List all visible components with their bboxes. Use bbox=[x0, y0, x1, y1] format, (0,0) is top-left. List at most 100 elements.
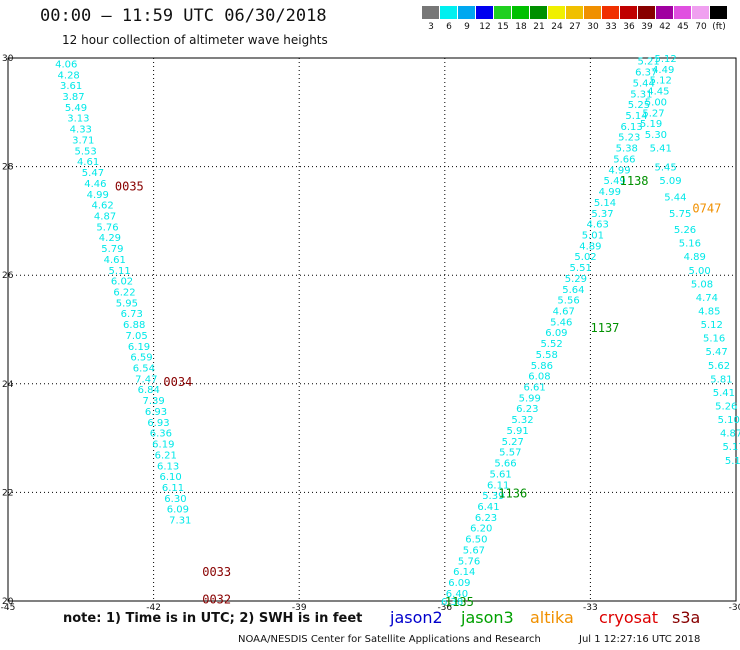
footer-timestamp: Jul 1 12:27:16 UTC 2018 bbox=[579, 634, 701, 645]
wave-height-value: 6.02 bbox=[111, 277, 133, 288]
wave-height-value: 6.37 bbox=[635, 68, 657, 79]
pass-time-label: 1137 bbox=[591, 321, 620, 335]
wave-height-value: 6.21 bbox=[155, 450, 177, 461]
wave-height-value: 5.44 bbox=[633, 78, 655, 89]
x-tick-label: -36 bbox=[437, 603, 452, 613]
wave-height-value: 5.64 bbox=[562, 285, 584, 296]
wave-height-value: 5.19 bbox=[640, 119, 662, 130]
color-scale-label: (ft) bbox=[712, 22, 726, 32]
wave-height-value: 6.93 bbox=[145, 407, 167, 418]
wave-height-value: 5.18 bbox=[725, 456, 740, 467]
legend-altika: altika bbox=[530, 608, 574, 627]
legend-jason3: jason3 bbox=[461, 608, 514, 627]
note-text: note: 1) Time is in UTC; 2) SWH is in fe… bbox=[63, 611, 363, 626]
wave-height-value: 4.87 bbox=[94, 211, 116, 222]
wave-height-value: 5.56 bbox=[557, 296, 579, 307]
wave-height-value: 3.61 bbox=[60, 81, 82, 92]
wave-height-value: 5.12 bbox=[701, 320, 723, 331]
pass-time-label: 0033 bbox=[202, 565, 231, 579]
color-swatch bbox=[548, 6, 565, 19]
wave-height-value: 5.49 bbox=[604, 176, 626, 187]
wave-height-value: 7.05 bbox=[125, 331, 147, 342]
wave-height-value: 5.31 bbox=[630, 89, 652, 100]
wave-height-value: 5.47 bbox=[705, 347, 727, 358]
wave-height-value: 6.50 bbox=[465, 535, 487, 546]
wave-height-value: 5.86 bbox=[531, 361, 553, 372]
wave-height-value: 5.76 bbox=[96, 222, 118, 233]
wave-height-value: 7.31 bbox=[169, 516, 191, 527]
wave-height-value: 4.99 bbox=[608, 165, 630, 176]
wave-height-value: 5.61 bbox=[489, 469, 511, 480]
wave-height-value: 5.49 bbox=[65, 103, 87, 114]
wave-height-value: 4.46 bbox=[84, 179, 106, 190]
wave-height-value: 6.09 bbox=[545, 328, 567, 339]
color-swatch bbox=[476, 6, 493, 19]
wave-height-value: 6.40 bbox=[446, 589, 468, 600]
y-tick-label: 26 bbox=[2, 271, 14, 281]
wave-height-value: 7.39 bbox=[142, 396, 164, 407]
y-tick-label: 28 bbox=[2, 163, 14, 173]
wave-height-value: 6.20 bbox=[470, 524, 492, 535]
wave-height-value: 5.99 bbox=[519, 393, 541, 404]
wave-height-value: 5.01 bbox=[582, 230, 604, 241]
wave-height-value: 5.11 bbox=[108, 266, 130, 277]
color-scale-label: 9 bbox=[464, 22, 470, 32]
color-swatch bbox=[512, 6, 529, 19]
wave-height-value: 6.93 bbox=[147, 418, 169, 429]
wave-height-value: 5.30 bbox=[645, 130, 667, 141]
color-scale-label: 70 bbox=[695, 22, 707, 32]
wave-height-value: 5.12 bbox=[654, 54, 676, 65]
wave-height-value: 3.71 bbox=[72, 135, 94, 146]
x-tick-label: -45 bbox=[1, 603, 16, 613]
wave-height-value: 5.16 bbox=[703, 334, 725, 345]
wave-height-value: 3.13 bbox=[67, 114, 89, 125]
wave-height-value: 4.63 bbox=[587, 220, 609, 231]
wave-height-value: 5.00 bbox=[645, 97, 667, 108]
y-tick-label: 22 bbox=[2, 488, 13, 498]
wave-height-value: 6.41 bbox=[477, 502, 499, 513]
color-swatch bbox=[602, 6, 619, 19]
wave-height-value: 6.08 bbox=[528, 372, 550, 383]
wave-height-value: 5.27 bbox=[502, 437, 524, 448]
color-swatch bbox=[530, 6, 547, 19]
wave-height-value: 5.10 bbox=[718, 415, 740, 426]
color-swatch bbox=[692, 6, 709, 19]
color-scale-label: 39 bbox=[641, 22, 653, 32]
x-tick-label: -39 bbox=[292, 603, 307, 613]
page-title: 00:00 – 11:59 UTC 06/30/2018 bbox=[40, 6, 327, 26]
wave-height-value: 5.14 bbox=[594, 198, 616, 209]
wave-height-value: 4.99 bbox=[87, 190, 109, 201]
wave-height-value: 5.53 bbox=[75, 146, 97, 157]
wave-height-value: 5.25 bbox=[628, 100, 650, 111]
color-scale-label: 33 bbox=[605, 22, 617, 32]
wave-height-value: 5.26 bbox=[715, 402, 737, 413]
legend-jason2: jason2 bbox=[390, 608, 443, 627]
wave-height-value: 4.67 bbox=[553, 306, 575, 317]
wave-height-value: 4.87 bbox=[720, 429, 740, 440]
wave-height-value: 4.61 bbox=[104, 255, 126, 266]
color-scale-label: 45 bbox=[677, 22, 689, 32]
color-swatch bbox=[422, 6, 439, 19]
wave-height-value: 4.74 bbox=[696, 293, 718, 304]
wave-height-value: 5.41 bbox=[713, 388, 735, 399]
x-tick-label: -42 bbox=[146, 603, 161, 613]
wave-height-value: 6.36 bbox=[150, 429, 172, 440]
wave-height-value: 5.29 bbox=[565, 274, 587, 285]
color-scale-label: 18 bbox=[515, 22, 527, 32]
wave-height-value: 4.29 bbox=[99, 233, 121, 244]
x-tick-label: -33 bbox=[583, 603, 598, 613]
wave-height-value: 5.39 bbox=[482, 491, 504, 502]
color-swatch bbox=[620, 6, 637, 19]
wave-height-value: 4.61 bbox=[77, 157, 99, 168]
color-swatch bbox=[710, 6, 727, 19]
color-swatch bbox=[674, 6, 691, 19]
wave-height-value: 5.12 bbox=[650, 76, 672, 87]
wave-height-value: 6.73 bbox=[121, 309, 143, 320]
wave-height-value: 5.26 bbox=[674, 225, 696, 236]
wave-height-value: 4.06 bbox=[55, 59, 77, 70]
wave-height-value: 5.37 bbox=[591, 209, 613, 220]
wave-height-value: 5.51 bbox=[570, 263, 592, 274]
wave-height-value: 6.59 bbox=[130, 353, 152, 364]
wave-height-value: 6.30 bbox=[164, 494, 186, 505]
